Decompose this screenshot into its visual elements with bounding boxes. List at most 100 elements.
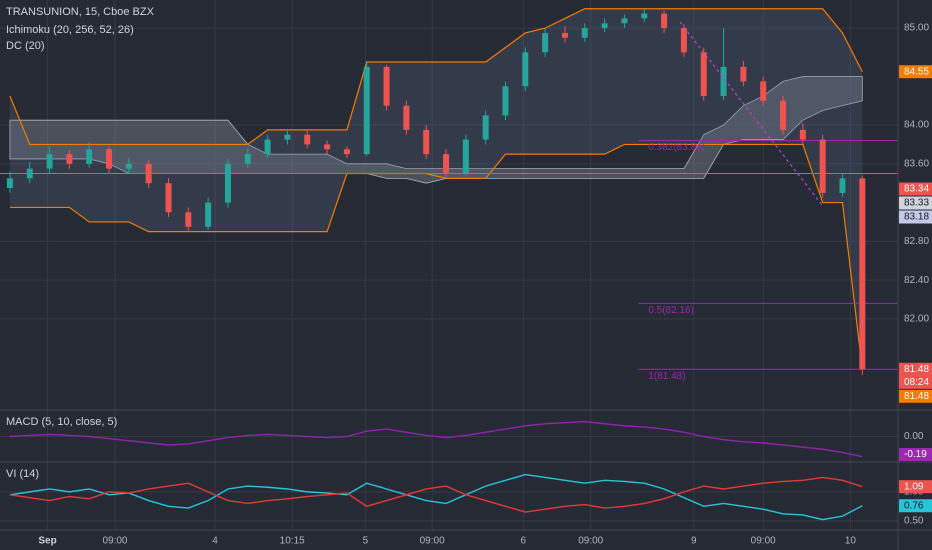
candle-body [304,134,311,145]
price-badge [899,480,932,494]
candle-body [502,86,509,116]
trend-line [679,21,823,206]
candle-body [542,32,549,53]
dc-upper [9,8,863,146]
candle-body [423,129,430,155]
y-tick-label: 0.00 [904,431,924,442]
indicator-label: DC (20) [6,40,45,52]
y-tick-label: 84.00 [904,120,929,131]
candle-body [324,144,331,150]
chart-title: TRANSUNION, 15, Cboe BZX [6,6,155,18]
x-tick-label: 5 [363,536,369,547]
price-badge-label: 84.55 [904,66,929,77]
candle-body [185,212,192,227]
price-badge [899,499,932,513]
countdown: 08:24 [904,377,929,388]
fib-label: 0.382(83.84) [648,142,705,153]
candle-body [581,28,588,38]
line-series [9,473,863,521]
candle-body [145,163,152,184]
candle-body [780,100,787,130]
line-series [9,476,863,513]
candle-body [601,23,608,29]
x-tick-label: 10:15 [280,536,305,547]
x-tick-label: 10 [845,536,857,547]
x-tick-label: 09:00 [420,536,445,547]
candle-body [680,28,687,53]
candle-body [522,52,529,87]
x-tick-label: 09:00 [751,536,776,547]
price-badge [899,182,932,196]
price-badge-label: 81.48 [904,391,929,402]
candle-body [244,154,251,164]
candle-body [561,32,568,38]
candle-body [383,66,390,106]
candle-body [46,154,53,169]
candle-body [86,149,93,164]
price-badge [899,389,932,403]
candle-body [343,149,350,155]
candle-body [443,154,450,174]
x-tick-label: 09:00 [102,536,127,547]
candle-body [819,139,826,193]
price-badge-label: 83.33 [904,198,929,209]
candle-body [760,81,767,101]
y-tick-label: 82.00 [904,314,929,325]
candle-body [799,129,806,140]
candle-body [106,149,113,169]
x-tick-label: Sep [38,536,56,547]
fib-label: 1(81.48) [648,371,685,382]
x-tick-label: 6 [521,536,527,547]
candle-body [740,66,747,82]
x-tick-label: 09:00 [578,536,603,547]
candle-body [641,13,648,19]
candle-body [839,178,846,193]
candle-body [403,105,410,130]
price-badge [899,65,932,79]
candle-body [462,139,469,174]
price-badge-label: -0.19 [904,449,927,460]
price-badge-label: 81.48 [904,364,929,375]
candle-body [125,163,132,169]
y-tick-label: 82.40 [904,275,929,286]
price-badge-label: 83.34 [904,184,929,195]
pane-title: VI (14) [6,468,39,480]
y-tick-label: 0.50 [904,515,924,526]
candle-body [621,18,628,24]
candle-body [264,139,271,155]
price-badge [899,362,932,389]
candle-body [720,66,727,96]
price-badge-label: 83.18 [904,212,929,223]
price-badge [899,210,932,224]
candle-body [26,168,33,179]
dc-band [9,8,863,370]
dc-lower [9,143,863,370]
line-series [9,420,863,458]
candle-body [284,134,291,140]
price-badge-label: 0.76 [904,500,924,511]
candle-body [859,178,866,370]
pane-title: MACD (5, 10, close, 5) [6,416,117,428]
price-badge-label: 1.09 [904,481,924,492]
candle-body [224,163,231,203]
candle-body [363,66,370,155]
candle-body [205,202,212,227]
x-tick-label: 4 [212,536,218,547]
y-tick-label: 83.60 [904,158,929,169]
candle-body [66,154,73,164]
candle-body [700,52,707,96]
candle-body [165,183,172,213]
y-tick-label: 85.00 [904,23,929,34]
price-badge [899,196,932,210]
candle-body [6,178,13,189]
y-tick-label: 82.80 [904,236,929,247]
price-badge [899,448,932,461]
indicator-label: Ichimoku (20, 256, 52, 26) [6,24,134,36]
x-tick-label: 9 [691,536,697,547]
candle-body [482,115,489,140]
candle-body [661,13,668,29]
fib-label: 0.5(82.16) [648,305,694,316]
